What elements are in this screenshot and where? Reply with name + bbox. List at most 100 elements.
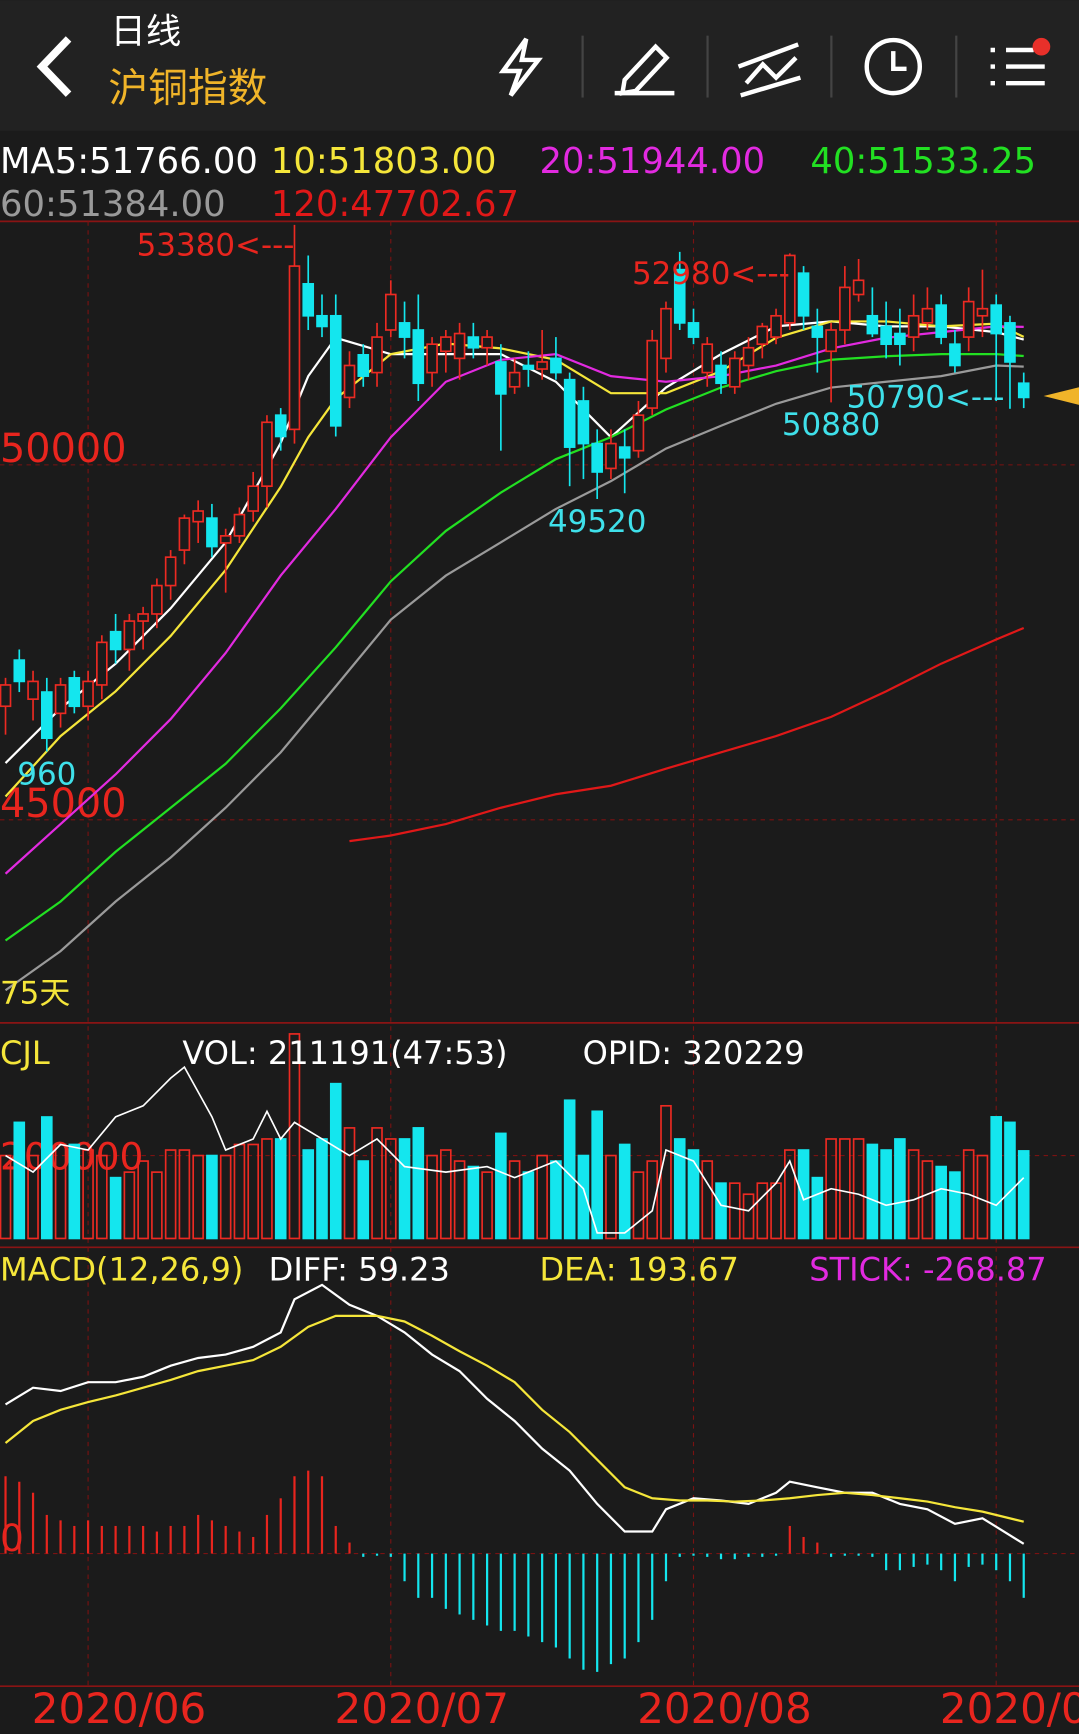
candle-body — [192, 510, 204, 523]
candle-body — [618, 446, 631, 459]
volume-bar — [962, 1149, 975, 1240]
candle-body — [839, 286, 851, 331]
candle-body — [109, 630, 122, 651]
candle-body — [453, 332, 466, 360]
candle-body — [742, 346, 755, 367]
volume-bar — [109, 1176, 122, 1240]
candle-body — [1017, 382, 1030, 399]
volume-bar — [784, 1149, 796, 1240]
candle-body — [164, 556, 177, 587]
candle-body — [219, 535, 232, 544]
volume-bar — [990, 1116, 1003, 1240]
pen-icon[interactable] — [614, 43, 675, 96]
annotation: 50790<--- — [847, 379, 1005, 415]
volume-bar — [41, 1116, 53, 1240]
line-series — [4, 353, 1024, 942]
draw-line-icon[interactable] — [737, 42, 802, 98]
volume-bar — [618, 1143, 631, 1240]
candle-body — [962, 300, 975, 338]
candle-body — [343, 364, 356, 399]
panel-title: MACD(12,26,9) — [0, 1251, 243, 1289]
volume-bar — [467, 1165, 480, 1240]
line-series — [4, 1283, 1025, 1545]
volume-bar — [412, 1127, 425, 1240]
annotation: 53380<--- — [137, 228, 295, 264]
period: 日线 — [111, 11, 182, 52]
volume-bar — [756, 1182, 769, 1240]
x-tick-label: 2020/08 — [637, 1684, 811, 1733]
volume-bar — [316, 1138, 328, 1240]
candle-body — [866, 314, 879, 335]
x-tick-label: 2020/07 — [335, 1684, 509, 1733]
candle-body — [398, 322, 411, 338]
candle-body — [522, 364, 535, 370]
line-series — [4, 364, 1024, 992]
volume-bar — [536, 1154, 548, 1240]
volume-bar — [577, 1154, 590, 1240]
volume-bar — [178, 1149, 191, 1240]
candle-body — [274, 414, 287, 438]
volume-bar — [825, 1138, 837, 1240]
candle-body — [440, 336, 452, 353]
candle-body — [329, 314, 342, 427]
candle-body — [976, 307, 989, 317]
volume-bar — [673, 1138, 686, 1240]
volume-bar — [164, 1149, 177, 1240]
candle-body — [563, 378, 576, 448]
candle-body — [371, 336, 383, 374]
candle-body — [41, 691, 53, 740]
volume-bar — [742, 1193, 755, 1240]
volume-bar — [605, 1154, 617, 1240]
candle-body — [646, 339, 659, 409]
volume-bar — [13, 1121, 26, 1240]
candle-body — [660, 307, 672, 360]
volume-bar — [563, 1099, 576, 1240]
candle-body — [54, 684, 67, 715]
instrument-title: 沪铜指数 — [108, 65, 267, 111]
candle-body — [233, 513, 246, 537]
back-button[interactable] — [36, 36, 72, 97]
candle-body — [715, 364, 727, 385]
candle-body — [357, 354, 370, 377]
line-series — [4, 1314, 1024, 1523]
volume-bar — [715, 1182, 727, 1240]
candle-body — [784, 254, 796, 324]
candle-body — [852, 279, 865, 296]
volume-bar — [96, 1154, 108, 1240]
candle-body — [728, 357, 741, 388]
volume-bar — [495, 1132, 507, 1240]
volume-bar — [797, 1149, 810, 1240]
volume-bar — [398, 1138, 411, 1240]
volume-bar — [894, 1138, 906, 1240]
candle-body — [550, 357, 562, 374]
legend-entry: 120:47702.67 — [271, 184, 519, 225]
clock-icon[interactable] — [864, 37, 923, 96]
candle-body — [206, 517, 218, 548]
candle-body — [632, 414, 645, 452]
volume-bar — [68, 1143, 81, 1240]
flash-icon[interactable] — [498, 37, 543, 97]
volume-bar — [426, 1154, 438, 1240]
volume-bar — [329, 1082, 342, 1240]
volume-bar — [151, 1171, 163, 1240]
candle-body — [426, 343, 438, 374]
line-series — [5, 1065, 1025, 1234]
candle-body — [756, 325, 769, 346]
period-label: 75天 — [0, 976, 70, 1012]
candle-body — [591, 442, 603, 473]
candle-body — [82, 680, 94, 708]
open-interest-label: OPID: 320229 — [583, 1034, 805, 1072]
candle-body — [605, 442, 617, 470]
candle-body — [894, 332, 906, 346]
candle-body — [13, 659, 26, 683]
volume-bar — [508, 1160, 521, 1240]
menu-icon[interactable] — [990, 47, 1045, 86]
volume-bar — [687, 1149, 700, 1240]
volume-bar — [522, 1171, 535, 1240]
candle-body — [770, 314, 782, 338]
volume-bar — [371, 1127, 383, 1240]
legend-entry: 60:51384.00 — [0, 184, 226, 225]
candle-body — [701, 343, 714, 374]
annotation: 52980<--- — [632, 256, 790, 292]
